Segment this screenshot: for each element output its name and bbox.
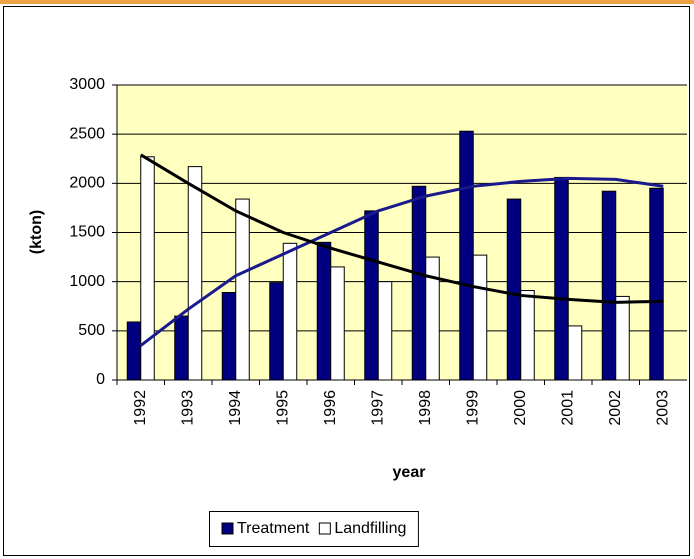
legend-label: Treatment: [237, 520, 310, 537]
bar: [411, 185, 427, 381]
bar: [459, 130, 474, 381]
bar: [140, 156, 155, 381]
bar: [554, 176, 569, 381]
y-tick-label: 1500: [69, 224, 105, 241]
bar: [235, 198, 250, 381]
bar: [269, 282, 284, 381]
legend-swatch: [221, 522, 234, 535]
bar: [187, 166, 203, 381]
legend-label: Landfilling: [334, 520, 406, 537]
bar: [472, 254, 488, 381]
bar: [506, 198, 522, 381]
bar: [316, 241, 332, 381]
x-tick-label: 2000: [512, 390, 529, 426]
x-tick-label: 1998: [417, 390, 434, 426]
bar: [126, 321, 142, 381]
y-tick-label: 1000: [69, 273, 105, 290]
bar: [567, 325, 583, 381]
bar: [601, 190, 617, 381]
bar: [615, 295, 630, 381]
x-tick-label: 2002: [607, 390, 624, 426]
x-axis-title: year: [393, 464, 426, 481]
x-tick-label: 1996: [322, 390, 339, 426]
y-tick-label: 0: [96, 371, 105, 388]
x-tick-label: 2001: [559, 390, 576, 426]
legend-box: [209, 511, 419, 547]
top-strip: [0, 0, 694, 4]
bar: [282, 242, 298, 381]
bar: [425, 256, 440, 381]
x-tick-label: 1999: [464, 390, 481, 426]
y-tick-label: 2500: [69, 125, 105, 142]
bar: [330, 266, 345, 381]
x-tick-label: 1992: [132, 390, 149, 426]
y-tick-label: 3000: [69, 76, 105, 93]
y-axis-title: (kton): [28, 210, 45, 254]
x-tick-label: 1993: [179, 390, 196, 426]
bar: [649, 187, 664, 381]
bar: [221, 291, 237, 381]
legend-swatch: [318, 522, 331, 535]
x-tick-label: 1997: [369, 390, 386, 426]
trend-line: [139, 176, 664, 347]
y-tick-label: 2000: [69, 175, 105, 192]
bar: [364, 210, 379, 381]
trend-line: [139, 153, 664, 304]
y-tick-label: 500: [78, 322, 105, 339]
x-tick-label: 2003: [654, 390, 671, 426]
bar: [174, 315, 189, 381]
bar: [377, 281, 393, 381]
x-tick-label: 1995: [274, 390, 291, 426]
bar: [520, 290, 535, 381]
x-tick-label: 1994: [227, 390, 244, 426]
